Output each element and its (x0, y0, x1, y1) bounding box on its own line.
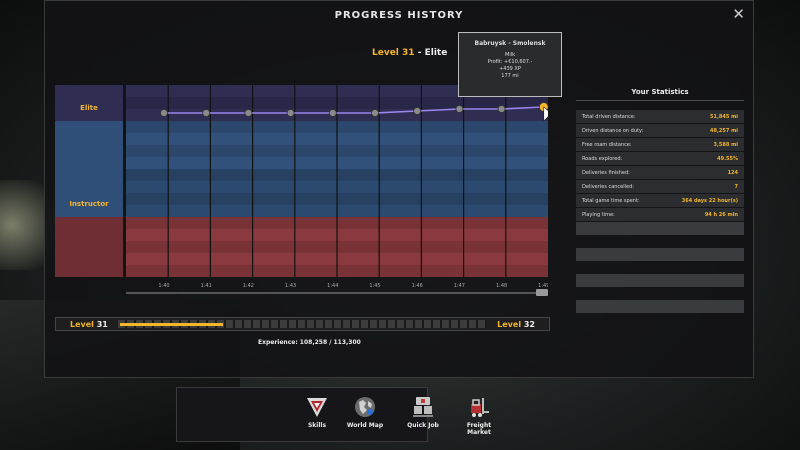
window-title: PROGRESS HISTORY (334, 10, 464, 21)
next-level-label: Level 32 (497, 320, 535, 329)
rank-name: - Elite (417, 48, 448, 58)
experience-text: Experience: 108,258 / 113,300 (258, 339, 361, 346)
bottom-menu-bar: Skills World Map Quick Job Freight Marke… (176, 387, 491, 442)
timeline-tick-label: 1:40 (158, 283, 169, 289)
stat-label: Free roam distance: (582, 141, 632, 148)
skills-icon (304, 394, 330, 420)
series-point (286, 109, 295, 117)
stat-value: 7 (734, 183, 738, 190)
current-level-label: Level 31 (70, 320, 108, 329)
lower-band-left (55, 217, 123, 277)
stat-value: 48,257 mi (710, 127, 738, 134)
progress-chart (126, 85, 548, 277)
series-point (371, 109, 379, 117)
series-point (413, 107, 422, 115)
stat-row: Playing time: 94 h 26 min (576, 208, 744, 221)
stat-value: 51,845 mi (710, 113, 738, 120)
statistics-list: Total driven distance: 51,845 mi Driven d… (576, 110, 744, 314)
series-point (244, 109, 253, 117)
close-icon[interactable]: ✕ (732, 5, 745, 23)
stat-value: 3,588 mi (713, 141, 738, 148)
timeline-tick-label: 1:44 (327, 283, 338, 289)
stat-label: Roads explored: (582, 155, 623, 162)
stat-row: Deliveries cancelled: 7 (576, 180, 744, 193)
delivery-tooltip: Babruysk - Smolensk Milk Profit: +€10,60… (458, 32, 562, 97)
series-point (497, 105, 506, 113)
series-point (202, 109, 211, 117)
forklift-icon (466, 394, 492, 420)
timeline-tick-label: 1:45 (369, 283, 380, 289)
stat-row: Driven distance on duty: 48,257 mi (576, 124, 744, 137)
rank-label-elite: Elite (80, 104, 98, 112)
timeline-tick-label: 1:46 (412, 283, 423, 289)
world-map-button[interactable]: World Map (345, 394, 385, 429)
globe-icon (352, 394, 378, 420)
timeline-tick-label: 1:49 (538, 283, 548, 289)
stat-value: 364 days 22 hour(s) (681, 197, 738, 204)
stat-row: Deliveries finished: 124 (576, 166, 744, 179)
stat-row: Total game time spent: 364 days 22 hour(s… (576, 194, 744, 207)
stat-label: Deliveries cancelled: (582, 183, 634, 190)
stat-value: 49.55% (717, 155, 738, 162)
tooltip-profit: Profit: +€10,607.- (487, 59, 533, 65)
stat-label: Total driven distance: (582, 113, 636, 120)
xp-progress-bar: Level 31 Level 32 (55, 317, 550, 331)
tooltip-xp: +439 XP (499, 66, 521, 72)
stat-label: Playing time: (582, 211, 615, 218)
stat-value: 124 (727, 169, 738, 176)
stat-label: Total game time spent: (582, 197, 640, 204)
skills-button[interactable]: Skills (297, 394, 337, 429)
stat-value: 94 h 26 min (704, 211, 738, 218)
timeline-tick-label: 1:47 (454, 283, 465, 289)
stat-row-empty (576, 248, 744, 261)
stat-row: Roads explored: 49.55% (576, 152, 744, 165)
series-point (455, 105, 464, 113)
instructor-band-left (55, 121, 123, 217)
cursor-icon (543, 106, 548, 122)
stat-row-empty (576, 222, 744, 235)
series-point (328, 109, 337, 117)
tooltip-distance: 177 mi (501, 73, 519, 79)
elite-band-left (55, 85, 123, 121)
xp-segments (118, 320, 487, 328)
tooltip-route: Babruysk - Smolensk (474, 40, 546, 47)
chart-series (160, 102, 548, 122)
level-word-left: Level (70, 320, 94, 329)
series-point (160, 109, 168, 117)
freight-market-label: Freight Market (466, 422, 492, 436)
level-word: Level (372, 48, 399, 58)
stat-label: Deliveries finished: (582, 169, 630, 176)
timeline-scroll-thumb[interactable] (536, 289, 548, 296)
timeline-axis: 1:40 1:41 1:42 1:43 1:44 1:45 1:46 1:47 1:48 1:49 (158, 283, 548, 289)
stat-row: Free roam distance: 3,588 mi (576, 138, 744, 151)
timeline-tick-label: 1:43 (285, 283, 296, 289)
stat-row: Total driven distance: 51,845 mi (576, 110, 744, 123)
quick-job-icon (410, 394, 436, 420)
next-level-number: 32 (523, 320, 535, 329)
level-header: Level 31 - Elite (372, 48, 447, 58)
quick-job-button[interactable]: Quick Job (403, 394, 443, 429)
timeline-scroll-track[interactable] (126, 292, 536, 294)
level-number: 31 (402, 48, 415, 58)
level-word-right: Level (497, 320, 522, 329)
timeline-tick-label: 1:41 (201, 283, 212, 289)
rank-column (55, 85, 123, 277)
skills-label: Skills (307, 422, 327, 429)
series-line (164, 106, 544, 114)
chart-gridlines (167, 85, 507, 277)
xp-fill (120, 323, 223, 326)
stat-label: Driven distance on duty: (582, 127, 644, 134)
current-level-number: 31 (96, 320, 108, 329)
timeline-tick-label: 1:48 (496, 283, 507, 289)
stat-row-empty (576, 300, 744, 313)
statistics-title: Your Statistics (576, 88, 744, 101)
stat-row-empty (576, 274, 744, 287)
tooltip-cargo: Milk (505, 52, 515, 58)
quick-job-label: Quick Job (407, 422, 439, 429)
rank-label-instructor: Instructor (69, 200, 109, 208)
timeline-tick-label: 1:42 (243, 283, 254, 289)
world-map-label: World Map (346, 422, 384, 429)
freight-market-button[interactable]: Freight Market (459, 394, 499, 436)
